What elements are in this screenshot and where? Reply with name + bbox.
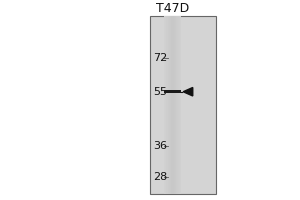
Polygon shape [183,87,193,96]
Text: 28: 28 [153,172,167,182]
Text: 55: 55 [153,87,167,97]
Bar [173,16,174,194]
Bar [168,16,169,194]
Bar [180,16,181,194]
Bar [169,16,170,194]
Text: T47D: T47D [156,2,189,15]
Bar [179,16,180,194]
Bar [167,16,168,194]
Text: 36: 36 [153,141,167,151]
Bar [164,90,181,93]
Bar [171,16,172,194]
Text: 72: 72 [153,53,167,63]
Bar [175,16,176,194]
Bar [150,16,216,194]
Bar [172,16,173,194]
Bar [164,16,165,194]
Bar [177,16,178,194]
Bar [170,16,171,194]
Bar [165,16,166,194]
Bar [174,16,175,194]
Bar [178,16,179,194]
Bar [176,16,177,194]
